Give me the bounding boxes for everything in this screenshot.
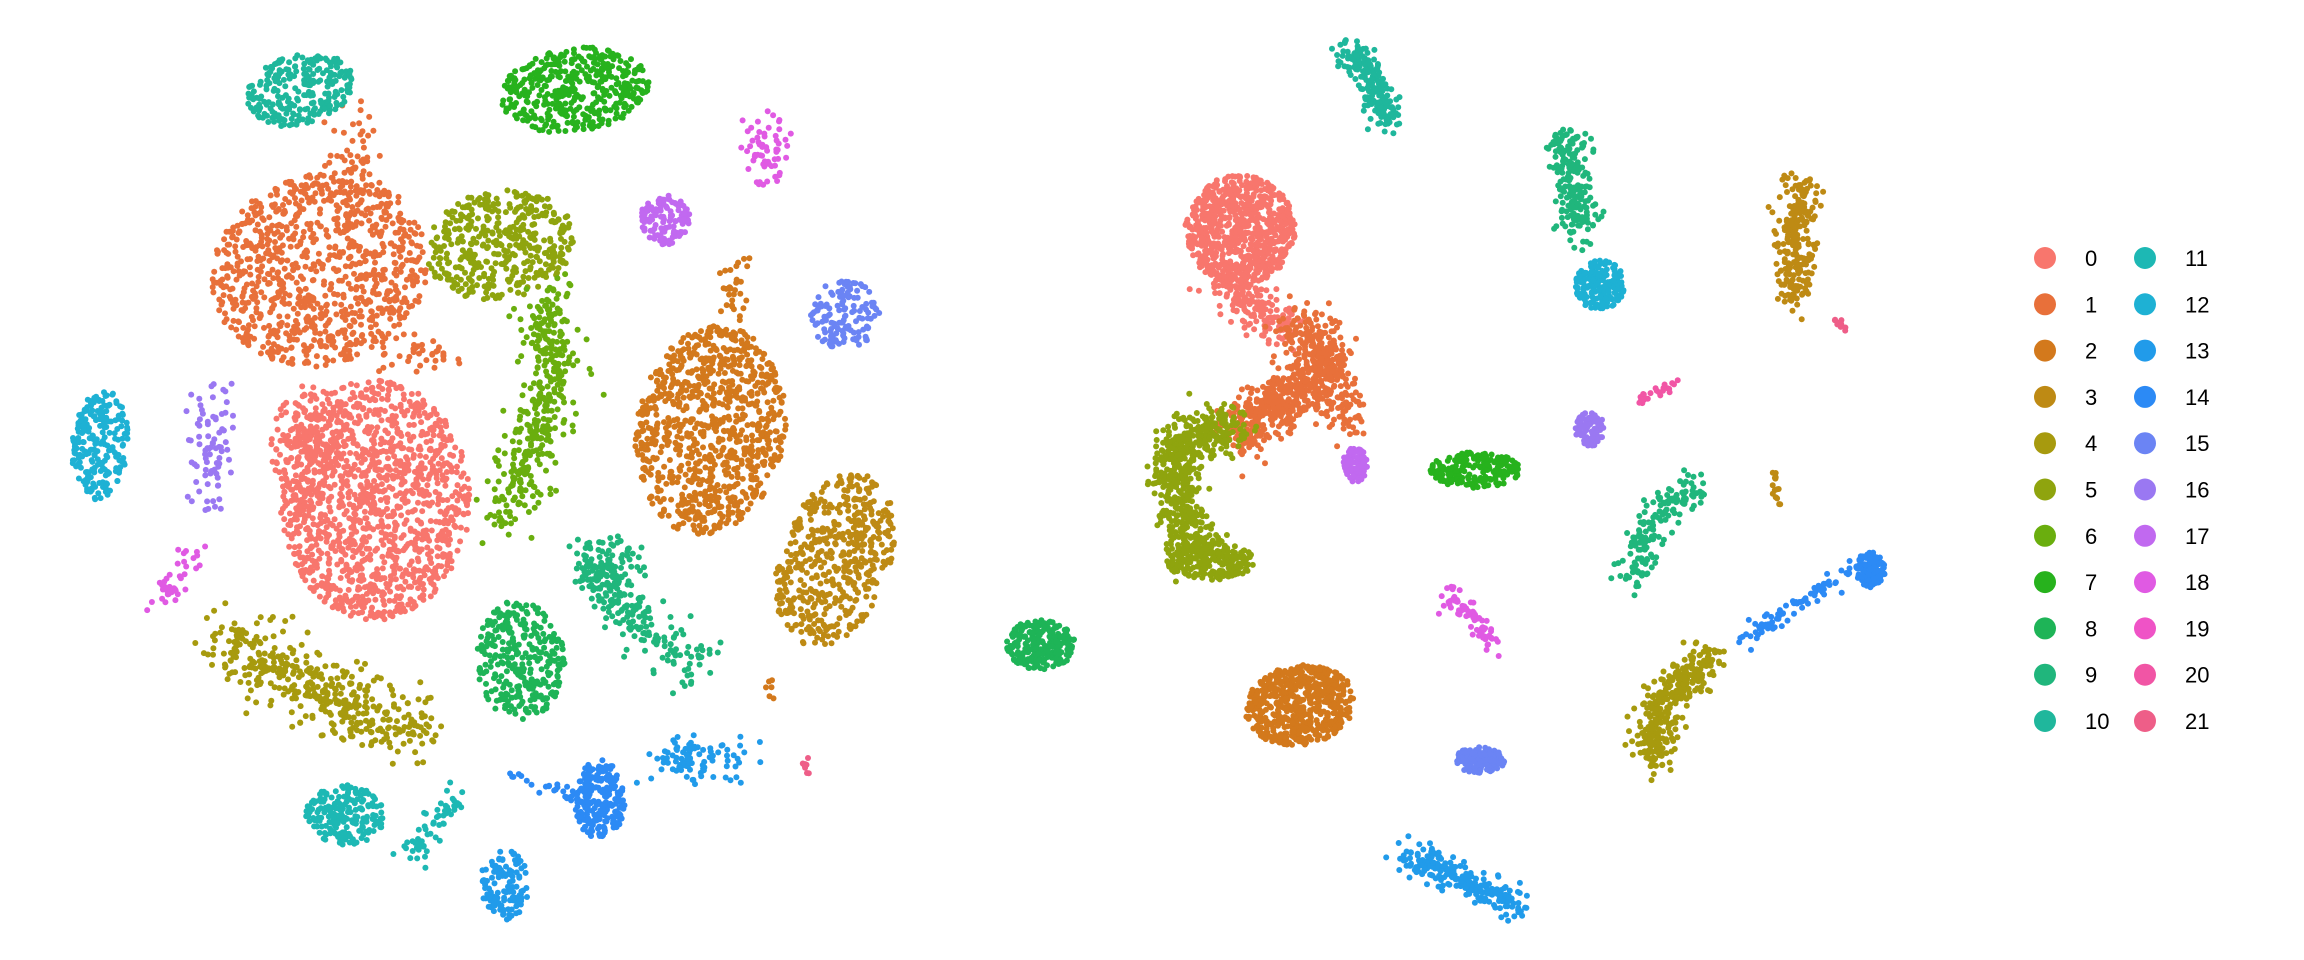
left-embedding-point [439,472,446,479]
left-embedding-point [358,542,365,549]
left-embedding-point [350,609,357,616]
left-embedding-point [374,424,381,431]
left-embedding-point [332,548,339,554]
left-embedding-point [402,578,409,585]
left-embedding-point [454,463,460,470]
left-embedding-point [353,382,360,389]
left-embedding-point [449,493,456,500]
left-embedding-point [343,457,350,464]
left-embedding-point [428,560,435,566]
left-embedding-point [378,481,385,488]
left-embedding-point [412,579,418,586]
left-embedding-point [443,469,450,475]
left-embedding-point [380,448,387,454]
left-embedding-point [377,497,384,503]
left-embedding-point [331,481,338,488]
left-embedding-point [423,564,430,571]
left-embedding-point [309,551,316,558]
left-embedding-point [410,413,416,420]
left-embedding-point [288,535,295,542]
left-embedding-point [363,386,370,393]
left-embedding-point [313,541,320,548]
left-embedding-point [410,421,417,428]
left-embedding-point [358,565,365,572]
left-embedding-point [372,596,379,603]
left-embedding-point [336,521,343,528]
left-embedding-point [352,603,359,610]
left-embedding-point [397,458,404,465]
left-embedding-point [391,453,398,460]
left-embedding-point [355,466,362,473]
left-embedding-point [406,422,413,428]
left-embedding-point [428,437,434,444]
left-embedding-point [319,401,326,408]
left-embedding-point [454,482,461,489]
left-embedding-point [297,523,303,530]
left-embedding-point [331,516,338,523]
left-embedding-point [404,431,411,438]
left-embedding-point [400,391,407,398]
left-embedding-point [351,461,358,468]
left-embedding-point [433,475,440,482]
left-embedding-point [392,492,399,499]
